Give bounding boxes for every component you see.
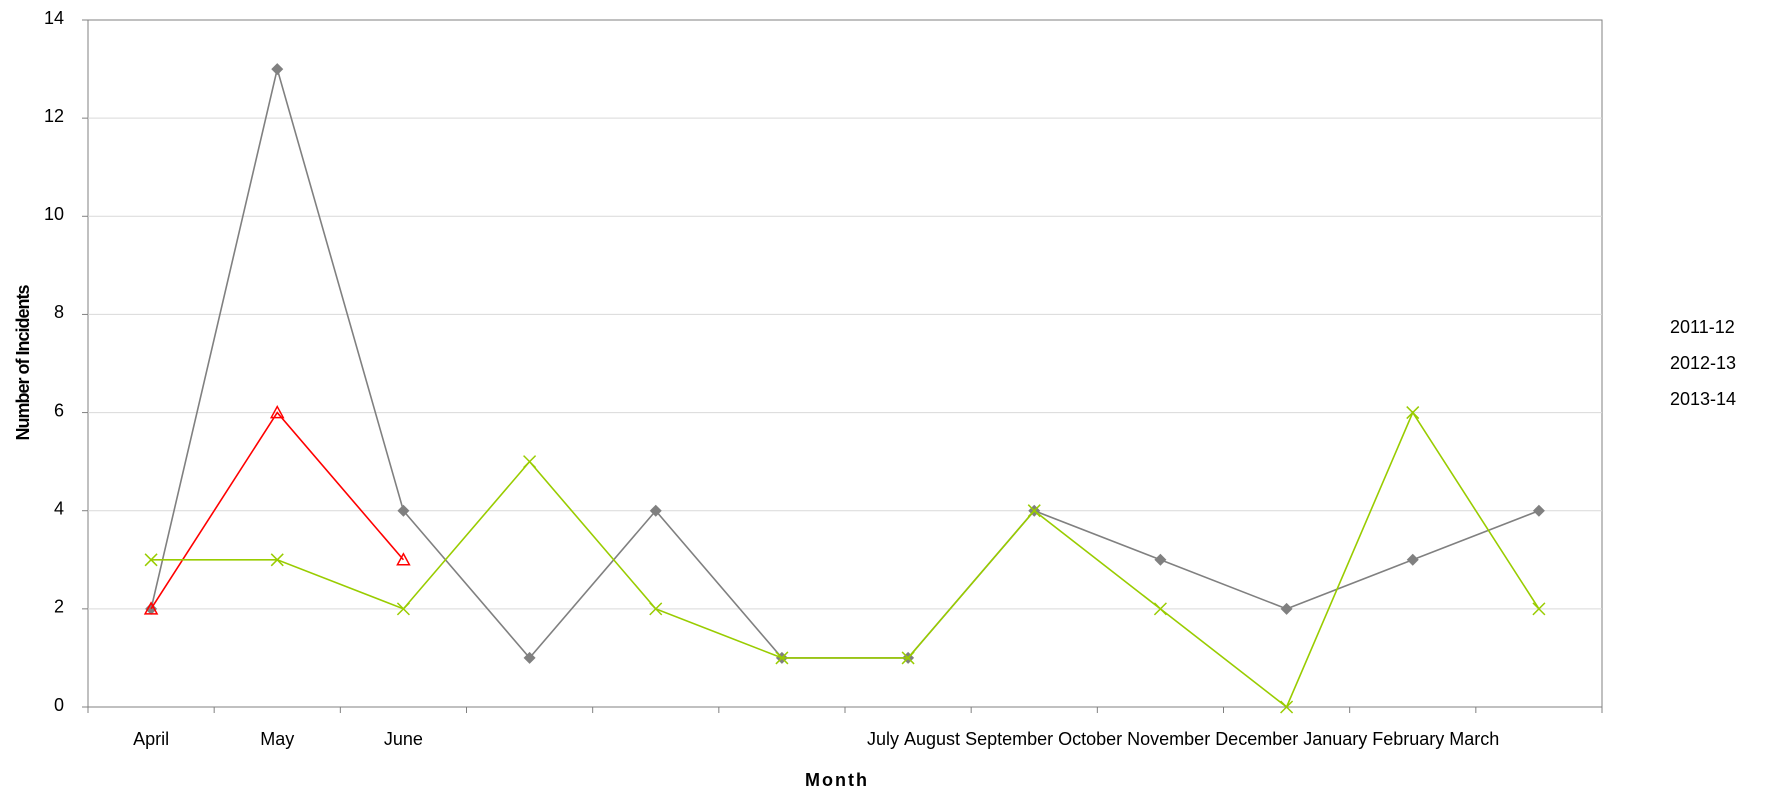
x-tick-label: September bbox=[965, 729, 1053, 749]
x-tick-label: December bbox=[1215, 729, 1298, 749]
y-tick-label: 0 bbox=[54, 695, 64, 715]
y-tick-label: 8 bbox=[54, 302, 64, 322]
y-tick-label: 10 bbox=[44, 204, 64, 224]
marker bbox=[396, 552, 411, 566]
y-tick-label: 4 bbox=[54, 498, 64, 518]
x-tick-label: January bbox=[1303, 729, 1367, 749]
y-tick-label: 12 bbox=[44, 106, 64, 126]
x-tick-label: October bbox=[1058, 729, 1122, 749]
marker bbox=[1280, 700, 1294, 714]
y-tick-label: 6 bbox=[54, 400, 64, 420]
x-tick-label: May bbox=[260, 729, 294, 749]
legend-label: 2011-12 bbox=[1670, 317, 1735, 337]
y-tick-label: 2 bbox=[54, 597, 64, 617]
x-tick-label: July bbox=[867, 729, 899, 749]
marker bbox=[1406, 553, 1419, 566]
marker bbox=[649, 504, 662, 517]
marker bbox=[1154, 553, 1167, 566]
marker bbox=[1153, 602, 1167, 616]
marker bbox=[144, 553, 158, 567]
marker bbox=[397, 504, 410, 517]
marker bbox=[270, 553, 284, 567]
marker bbox=[1532, 504, 1545, 517]
marker bbox=[396, 602, 410, 616]
marker bbox=[269, 405, 285, 419]
legend-label: 2012-13 bbox=[1670, 353, 1736, 373]
x-tick-label: February bbox=[1372, 729, 1444, 749]
marker bbox=[271, 63, 284, 76]
x-tick-label: April bbox=[133, 729, 169, 749]
marker bbox=[523, 651, 536, 664]
x-axis-title: Month bbox=[805, 770, 869, 790]
marker bbox=[775, 651, 789, 665]
plot-area bbox=[87, 19, 1603, 708]
series-line bbox=[151, 410, 1540, 709]
x-tick-label: November bbox=[1127, 729, 1210, 749]
marker bbox=[1406, 406, 1420, 420]
marker bbox=[523, 455, 537, 469]
y-axis-title: Number of Incidents bbox=[13, 285, 33, 441]
marker bbox=[143, 601, 159, 615]
x-tick-label: March bbox=[1449, 729, 1499, 749]
x-tick-label: August bbox=[904, 729, 960, 749]
series-line bbox=[150, 411, 405, 610]
marker bbox=[1532, 602, 1546, 616]
y-tick-label: 14 bbox=[44, 8, 64, 28]
marker bbox=[901, 651, 915, 665]
marker bbox=[1280, 602, 1293, 615]
marker bbox=[649, 602, 663, 616]
legend-label: 2013-14 bbox=[1670, 389, 1736, 409]
series-line bbox=[150, 65, 1540, 660]
x-tick-label: June bbox=[384, 729, 423, 749]
marker bbox=[1027, 504, 1041, 518]
